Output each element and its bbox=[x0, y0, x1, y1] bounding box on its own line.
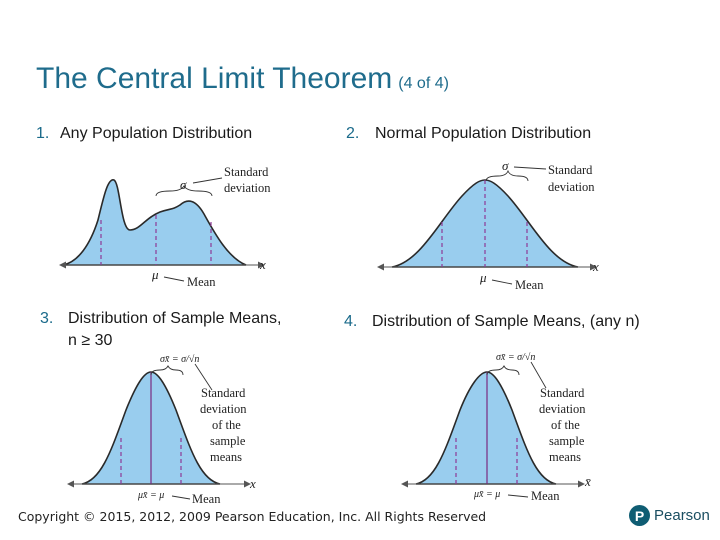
pearson-logo-text: Pearson bbox=[654, 507, 710, 524]
panel-4-sigma: σx̄ = σ/√n bbox=[496, 352, 535, 363]
panel-2-mean-leader bbox=[491, 279, 513, 285]
panel-1-axis-label: x bbox=[259, 257, 266, 272]
panel-4: 4. Distribution of Sample Means, (any n)… bbox=[344, 313, 640, 503]
panel-3-sigma: σx̄ = σ/√n bbox=[160, 354, 199, 365]
panel-4-curve bbox=[415, 371, 557, 485]
panel-1-sigma: σ bbox=[180, 177, 187, 192]
panel-4-std-label-3: of the bbox=[551, 418, 580, 432]
panel-3-caption-line2: n ≥ 30 bbox=[68, 332, 112, 349]
panel-4-mean-symbol: μx̄ = μ bbox=[473, 489, 500, 500]
panel-2-mean-symbol: μ bbox=[479, 270, 487, 285]
panel-2: 2. Normal Population Distribution σ Stan… bbox=[346, 125, 599, 292]
panel-3-caption: Distribution of Sample Means, bbox=[68, 310, 281, 327]
panel-3-mean-leader bbox=[171, 495, 191, 500]
panel-4-number: 4. bbox=[344, 313, 357, 330]
title-main: The Central Limit Theorem bbox=[36, 62, 393, 95]
panel-3-std-leader bbox=[194, 363, 213, 391]
panel-4-std-label-4: sample bbox=[549, 434, 585, 448]
panel-2-axis-label: x bbox=[592, 259, 599, 274]
panel-4-std-label-1: Standard bbox=[540, 386, 585, 400]
panel-3-brace bbox=[150, 364, 184, 376]
pearson-logo: P Pearson bbox=[629, 505, 710, 526]
panel-1-mean-label: Mean bbox=[187, 275, 216, 289]
panel-3-mean-label: Mean bbox=[192, 492, 221, 506]
panel-1-caption: Any Population Distribution bbox=[60, 125, 252, 142]
panel-3-std-label-5: means bbox=[210, 450, 242, 464]
panel-3-std-label-2: deviation bbox=[200, 402, 247, 416]
panel-2-brace bbox=[485, 169, 529, 182]
panel-4-mean-leader bbox=[507, 494, 529, 498]
panel-4-caption: Distribution of Sample Means, (any n) bbox=[372, 313, 640, 330]
panel-1: 1. Any Population Distribution σ Standar… bbox=[36, 125, 271, 289]
panel-1-std-label-1: Standard bbox=[224, 165, 269, 179]
panel-1-curve bbox=[62, 179, 247, 266]
panel-1-std-leader bbox=[192, 177, 223, 184]
panel-3-std-label-4: sample bbox=[210, 434, 246, 448]
pearson-logo-icon: P bbox=[629, 505, 650, 526]
panel-2-caption: Normal Population Distribution bbox=[375, 125, 591, 142]
panel-2-sigma: σ bbox=[502, 158, 509, 173]
panel-4-mean-label: Mean bbox=[531, 489, 560, 503]
panel-1-std-label-2: deviation bbox=[224, 181, 271, 195]
panel-3-mean-symbol: μx̄ = μ bbox=[137, 490, 164, 501]
panel-4-axis-label: x̄ bbox=[584, 474, 591, 489]
panel-4-brace bbox=[486, 364, 520, 376]
panel-4-std-label-2: deviation bbox=[539, 402, 586, 416]
panel-3-axis-label: x bbox=[249, 476, 256, 491]
panel-2-std-leader bbox=[513, 166, 547, 170]
panel-4-std-leader bbox=[530, 361, 547, 389]
panel-2-number: 2. bbox=[346, 125, 359, 142]
panel-1-mean-leader bbox=[163, 276, 185, 282]
title-suffix: (4 of 4) bbox=[398, 75, 449, 92]
panel-1-number: 1. bbox=[36, 125, 49, 142]
panel-4-std-label-5: means bbox=[549, 450, 581, 464]
panel-3: 3. Distribution of Sample Means, n ≥ 30 … bbox=[40, 310, 281, 506]
panel-3-std-label-3: of the bbox=[212, 418, 241, 432]
panel-1-mean-symbol: μ bbox=[151, 267, 159, 282]
copyright-notice: Copyright © 2015, 2012, 2009 Pearson Edu… bbox=[18, 509, 487, 524]
slide-title: The Central Limit Theorem (4 of 4) bbox=[36, 62, 449, 96]
panel-2-std-label-2: deviation bbox=[548, 180, 595, 194]
panel-2-std-label-1: Standard bbox=[548, 163, 593, 177]
panel-3-number: 3. bbox=[40, 310, 53, 327]
panel-1-brace bbox=[155, 185, 213, 197]
panel-3-std-label-1: Standard bbox=[201, 386, 246, 400]
panel-2-mean-label: Mean bbox=[515, 278, 544, 292]
